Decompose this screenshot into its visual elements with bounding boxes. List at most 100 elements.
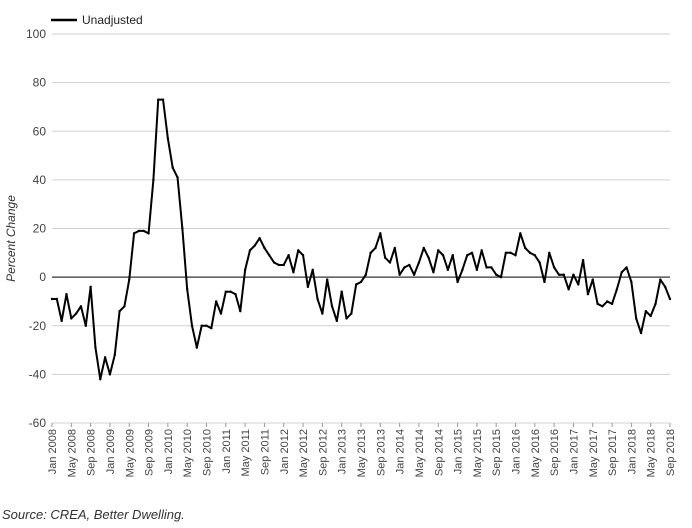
data-point (504, 251, 508, 255)
data-point (548, 251, 551, 255)
data-point (432, 271, 435, 274)
x-tick-label: Jan 2018 (626, 429, 638, 474)
data-point (147, 232, 150, 235)
data-point (234, 292, 237, 296)
data-point (214, 300, 218, 303)
data-point (229, 290, 232, 293)
x-tick-label: Sep 2012 (317, 429, 329, 476)
x-tick-label: May 2013 (356, 429, 368, 477)
data-point (466, 254, 469, 257)
source-note: Source: CREA, Better Dwelling. (2, 507, 185, 522)
data-point (79, 305, 83, 308)
data-point (128, 278, 131, 281)
data-point (176, 176, 179, 179)
data-point (625, 266, 628, 269)
data-point (606, 300, 609, 303)
data-point (219, 312, 223, 315)
data-point (610, 302, 614, 306)
data-point (345, 317, 348, 320)
data-point (50, 297, 54, 301)
x-tick-label: Jan 2012 (279, 429, 291, 474)
data-point (287, 254, 290, 257)
x-tick-label: Sep 2009 (144, 429, 156, 476)
x-tick-label: Jan 2010 (163, 429, 175, 474)
data-point (635, 317, 638, 320)
y-tick-label: -20 (29, 319, 47, 333)
data-point (297, 249, 300, 252)
x-tick-label: Jan 2013 (337, 429, 349, 474)
data-point (480, 249, 483, 252)
data-point (393, 246, 396, 250)
x-tick-label: May 2017 (588, 429, 600, 477)
data-point (591, 278, 594, 281)
x-tick-label: Sep 2010 (202, 429, 214, 476)
data-point (364, 273, 368, 276)
legend-label: Unadjusted (82, 13, 143, 27)
data-point (388, 261, 392, 264)
data-point (461, 268, 464, 272)
data-point (248, 249, 252, 252)
data-point (74, 312, 78, 315)
data-point (166, 137, 170, 140)
data-point (224, 290, 228, 293)
data-point (528, 251, 532, 255)
data-point (379, 232, 382, 235)
data-point (70, 317, 73, 320)
data-point (292, 271, 295, 274)
data-point (335, 319, 339, 323)
data-point (282, 263, 285, 267)
y-axis: -60 -40 -20 0 20 40 60 80 100 (26, 27, 46, 430)
data-point (316, 297, 319, 301)
data-point (301, 254, 305, 257)
data-point (195, 346, 199, 349)
data-point (562, 273, 565, 276)
data-point (412, 273, 416, 276)
x-tick-label: Jan 2009 (105, 429, 117, 474)
data-point (509, 251, 512, 255)
data-point (437, 249, 440, 252)
data-point (538, 261, 541, 264)
x-tick-label: Jan 2015 (453, 429, 465, 474)
data-point (157, 98, 160, 101)
data-point (152, 178, 155, 182)
y-tick-label: -60 (29, 416, 47, 430)
data-point (383, 256, 387, 259)
x-tick-label: Jan 2014 (395, 429, 407, 474)
data-point (519, 232, 522, 235)
data-point (543, 280, 546, 284)
data-point (644, 309, 648, 313)
data-point (596, 302, 599, 306)
data-point (103, 356, 107, 359)
data-point (258, 237, 261, 240)
data-point (272, 261, 276, 264)
x-tick-label: Sep 2014 (433, 429, 445, 476)
x-tick-label: May 2015 (472, 429, 484, 477)
data-point (586, 292, 590, 296)
x-tick-label: Sep 2018 (665, 429, 677, 476)
data-point (577, 283, 580, 286)
y-tick-label: 100 (26, 27, 46, 41)
data-point (60, 319, 63, 323)
data-point (494, 273, 498, 276)
data-point (326, 278, 329, 281)
data-point (89, 285, 92, 289)
x-tick-label: May 2018 (646, 429, 658, 477)
data-point (330, 305, 334, 308)
data-point (65, 292, 68, 296)
data-point (398, 273, 401, 276)
x-axis: Jan 2008 May 2008 Sep 2008 Jan 2009 May 2009… (47, 423, 677, 477)
x-tick-label: May 2009 (124, 429, 136, 477)
data-point (581, 258, 585, 262)
data-point (263, 246, 266, 250)
x-tick-label: May 2014 (414, 429, 426, 477)
data-point (490, 266, 493, 269)
series-line-unadjusted (52, 98, 671, 381)
data-point (306, 285, 310, 289)
data-point (654, 302, 657, 306)
data-point (171, 166, 174, 169)
data-point (567, 288, 570, 291)
data-point (99, 378, 102, 381)
data-point (470, 251, 474, 255)
data-point (451, 254, 454, 257)
data-point (277, 263, 281, 267)
